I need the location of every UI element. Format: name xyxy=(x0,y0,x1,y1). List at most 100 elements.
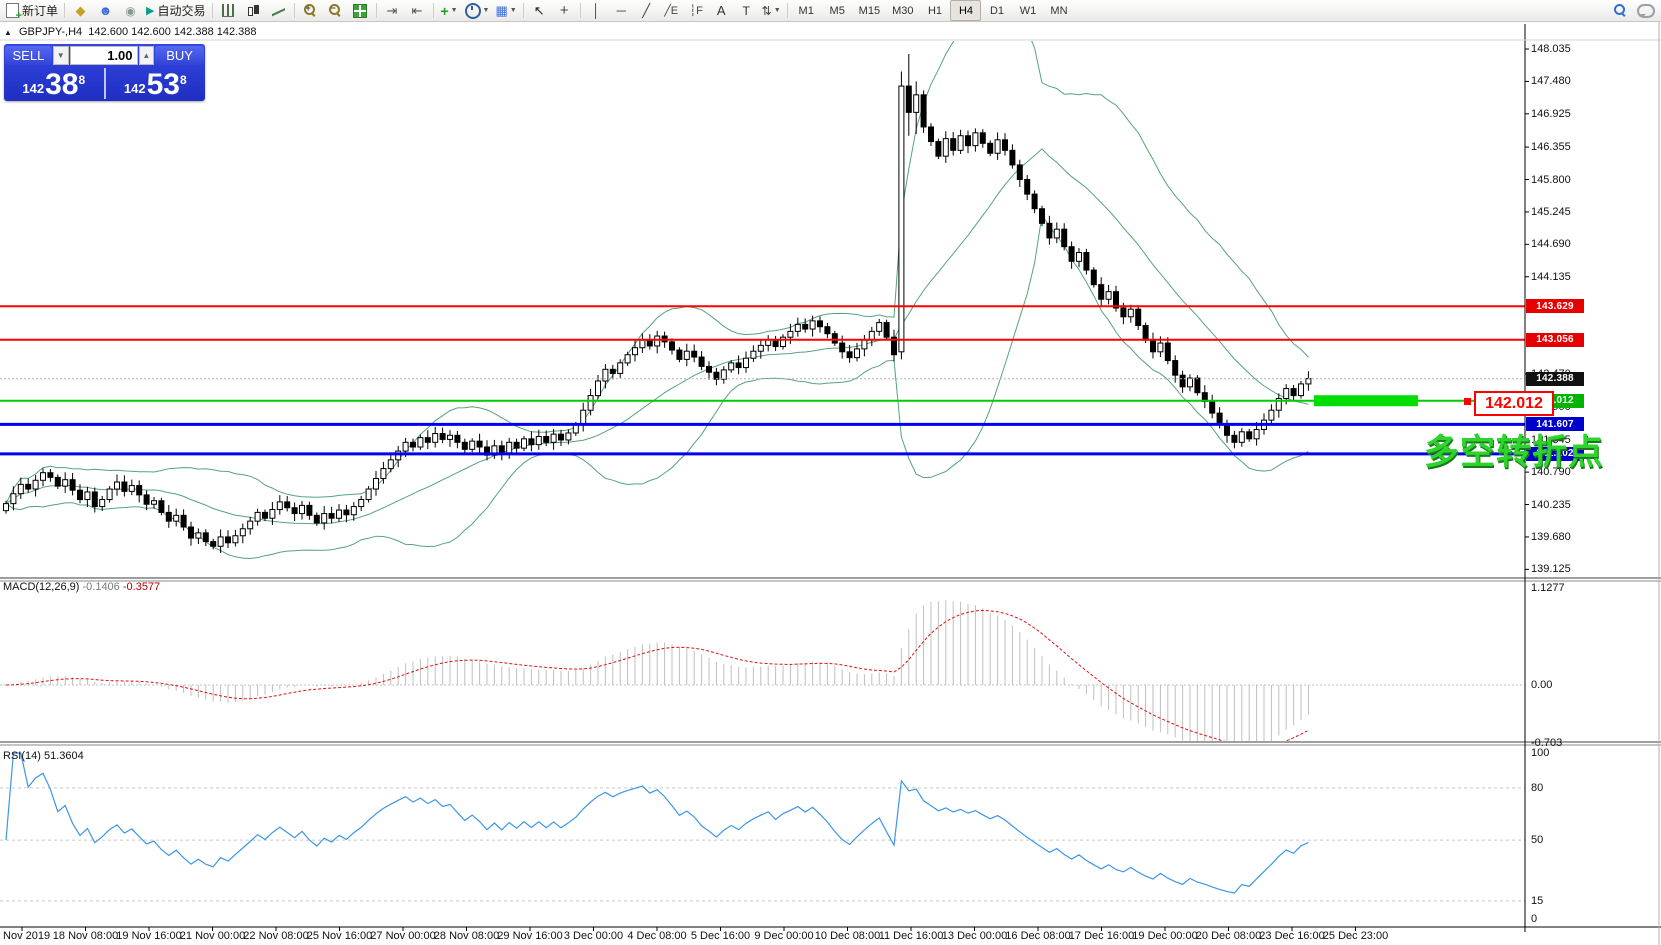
date-label: 19 Dec 00:00 xyxy=(1132,930,1198,942)
search-icon[interactable] xyxy=(1608,1,1633,20)
timeframe-m30-button[interactable]: M30 xyxy=(892,4,914,17)
sell-price[interactable]: 142 38 8 xyxy=(4,66,104,101)
candle-body xyxy=(1031,193,1038,210)
timeframe-w1-button[interactable]: W1 xyxy=(1019,4,1037,17)
timeframe-m1-button[interactable]: M1 xyxy=(798,4,814,17)
buy-price[interactable]: 142 53 8 xyxy=(106,66,206,101)
text-label-button[interactable]: T xyxy=(742,3,750,18)
candle-body xyxy=(40,472,46,481)
chat-icon[interactable] xyxy=(1633,1,1658,20)
candle-body xyxy=(743,357,749,369)
vertical-line-button[interactable]: │ xyxy=(592,3,601,18)
cursor-button[interactable]: ↖ xyxy=(533,2,545,18)
candle-body xyxy=(469,440,476,450)
bollinger-middle-band xyxy=(5,148,1309,525)
timeframe-m15-button[interactable]: M15 xyxy=(858,4,881,17)
chart-shift-button[interactable]: ⇤ xyxy=(411,2,423,18)
toolbar-separator xyxy=(375,3,377,18)
candle-body xyxy=(883,322,890,338)
bar-chart-button[interactable] xyxy=(216,1,241,20)
trendline-button[interactable]: ╱ xyxy=(642,2,651,18)
arrows-button[interactable]: ⇅ ▼ xyxy=(761,3,781,18)
candle-body xyxy=(1046,222,1053,239)
candle-body xyxy=(979,132,986,144)
timeframe-m5-button[interactable]: M5 xyxy=(829,4,845,17)
candle-body xyxy=(165,511,172,522)
text-button[interactable]: A xyxy=(716,3,726,18)
candle-body xyxy=(565,432,572,441)
macd-axis-label: 0.00 xyxy=(1531,679,1553,691)
candle-body xyxy=(1068,246,1075,262)
auto-trading-button[interactable]: ▶ 自动交易 xyxy=(146,4,206,18)
price-chart-pane[interactable] xyxy=(0,40,1525,578)
buy-button[interactable]: BUY xyxy=(155,45,205,65)
auto-scroll-button[interactable]: ⇥ xyxy=(386,2,398,18)
horizontal-line-button[interactable]: ─ xyxy=(616,3,626,18)
candle-body xyxy=(402,441,409,452)
candle-body xyxy=(1275,398,1282,411)
zoom-out-button[interactable]: − xyxy=(323,1,348,20)
macd-value: -0.1406 xyxy=(82,581,120,593)
price-axis-label: 139.125 xyxy=(1531,563,1571,576)
tile-windows-button[interactable] xyxy=(348,1,373,20)
volume-input[interactable] xyxy=(69,45,138,65)
candle-body xyxy=(313,514,320,524)
periods-button[interactable]: ▼ xyxy=(462,1,493,20)
timeframe-mn-button[interactable]: MN xyxy=(1050,4,1068,17)
price-flag-label[interactable]: 142.012 xyxy=(1474,391,1554,416)
sell-button[interactable]: SELL xyxy=(5,45,52,65)
candlestick-chart-button[interactable] xyxy=(241,1,266,20)
buy-price-whole: 142 xyxy=(123,81,146,96)
candle-body xyxy=(994,139,1001,154)
timeframe-h4-button[interactable]: H4 xyxy=(950,0,982,21)
candle-body xyxy=(47,472,54,478)
highlight-zone[interactable] xyxy=(1314,395,1418,407)
signals-icon[interactable]: ◉ xyxy=(125,3,136,18)
candle-body xyxy=(151,500,157,505)
new-order-button[interactable]: 新订单 xyxy=(3,1,61,22)
fibonacci-button[interactable]: ┆F xyxy=(689,5,703,17)
candle-body xyxy=(521,438,527,449)
candle-body xyxy=(306,504,313,516)
date-label: 5 Nov 2019 xyxy=(0,930,51,942)
toolbar-separator xyxy=(432,3,434,18)
metaeditor-icon[interactable]: ◆ xyxy=(75,2,86,18)
rsi-axis-label: 50 xyxy=(1531,834,1544,846)
date-label: 10 Dec 08:00 xyxy=(814,930,881,942)
equidistant-channel-button[interactable]: ╱E xyxy=(664,5,679,17)
turning-point-note[interactable]: 多空转折点 xyxy=(1424,433,1605,472)
candle-body xyxy=(854,348,860,359)
candle-body xyxy=(624,354,631,364)
candle-body xyxy=(1113,291,1119,309)
community-profile-icon[interactable]: ☻ xyxy=(98,3,113,18)
price-flag-anchor[interactable] xyxy=(1464,398,1471,405)
candle-body xyxy=(321,513,328,524)
timeframe-d1-button[interactable]: D1 xyxy=(989,4,1005,17)
volume-decrease-button[interactable]: ▼ xyxy=(52,45,69,65)
macd-pane[interactable] xyxy=(0,581,1525,742)
indicators-button[interactable]: + ▼ xyxy=(440,2,458,19)
candle-body xyxy=(1061,228,1068,248)
candle-body xyxy=(432,433,439,443)
zoom-in-button[interactable]: + xyxy=(298,1,323,20)
candle-body xyxy=(780,336,786,348)
candle-body xyxy=(69,479,76,491)
price-badge-141.607: 141.607 xyxy=(1526,417,1584,432)
volume-increase-button[interactable]: ▲ xyxy=(138,45,155,65)
candle-body xyxy=(528,438,535,446)
candle-body xyxy=(1164,342,1171,362)
candle-body xyxy=(965,135,971,147)
crosshair-button[interactable]: + xyxy=(559,2,569,19)
templates-button[interactable]: ▦ ▼ xyxy=(495,2,517,18)
candle-body xyxy=(1120,307,1127,318)
candle-body xyxy=(91,491,98,508)
date-label: 5 Dec 16:00 xyxy=(690,930,751,942)
timeframe-h1-button[interactable]: H1 xyxy=(927,4,943,17)
rsi-pane[interactable] xyxy=(0,745,1525,927)
candle-body xyxy=(669,341,675,351)
auto-trading-button-label: 自动交易 xyxy=(157,4,206,18)
candle-body xyxy=(25,483,32,490)
candle-body xyxy=(1298,383,1304,397)
candle-body xyxy=(1238,431,1245,443)
price-axis-label: 148.035 xyxy=(1531,43,1571,55)
